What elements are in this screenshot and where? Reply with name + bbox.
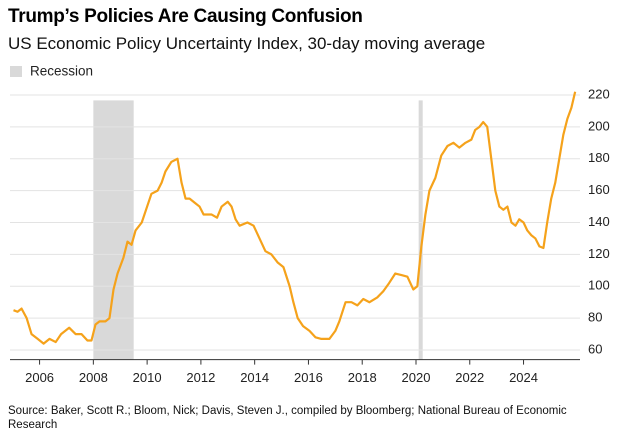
- x-tick-label: 2012: [186, 370, 215, 385]
- x-tick-label: 2020: [402, 370, 431, 385]
- source-note: Source: Baker, Scott R.; Bloom, Nick; Da…: [8, 405, 567, 431]
- chart: Recession 60 80 100 120 140 160 180 200 220 2006 20…: [10, 64, 610, 385]
- y-tick-label: 180: [588, 150, 610, 165]
- x-tick-label: 2006: [25, 370, 54, 385]
- recession-band: [418, 100, 423, 360]
- y-tick-label: 160: [588, 182, 610, 197]
- recession-band: [93, 100, 134, 360]
- y-tick-label: 80: [588, 310, 602, 325]
- chart-title: Trump’s Policies Are Causing Confusion: [8, 6, 363, 27]
- x-tick-label: 2016: [294, 370, 323, 385]
- y-tick-label: 60: [588, 341, 602, 356]
- chart-subtitle: US Economic Policy Uncertainty Index, 30…: [8, 34, 486, 53]
- y-tick-label: 140: [588, 214, 610, 229]
- legend-swatch: [10, 66, 22, 77]
- legend-label: Recession: [30, 64, 93, 79]
- y-tick-label: 120: [588, 246, 610, 261]
- x-tick-label: 2014: [240, 370, 269, 385]
- x-tick-label: 2018: [348, 370, 377, 385]
- x-tick-label: 2008: [79, 370, 108, 385]
- x-tick-label: 2022: [455, 370, 484, 385]
- x-tick-label: 2024: [509, 370, 538, 385]
- series-line: [13, 91, 577, 345]
- y-tick-label: 200: [588, 118, 610, 133]
- y-tick-label: 100: [588, 278, 610, 293]
- x-tick-label: 2010: [133, 370, 162, 385]
- y-tick-label: 220: [588, 86, 610, 101]
